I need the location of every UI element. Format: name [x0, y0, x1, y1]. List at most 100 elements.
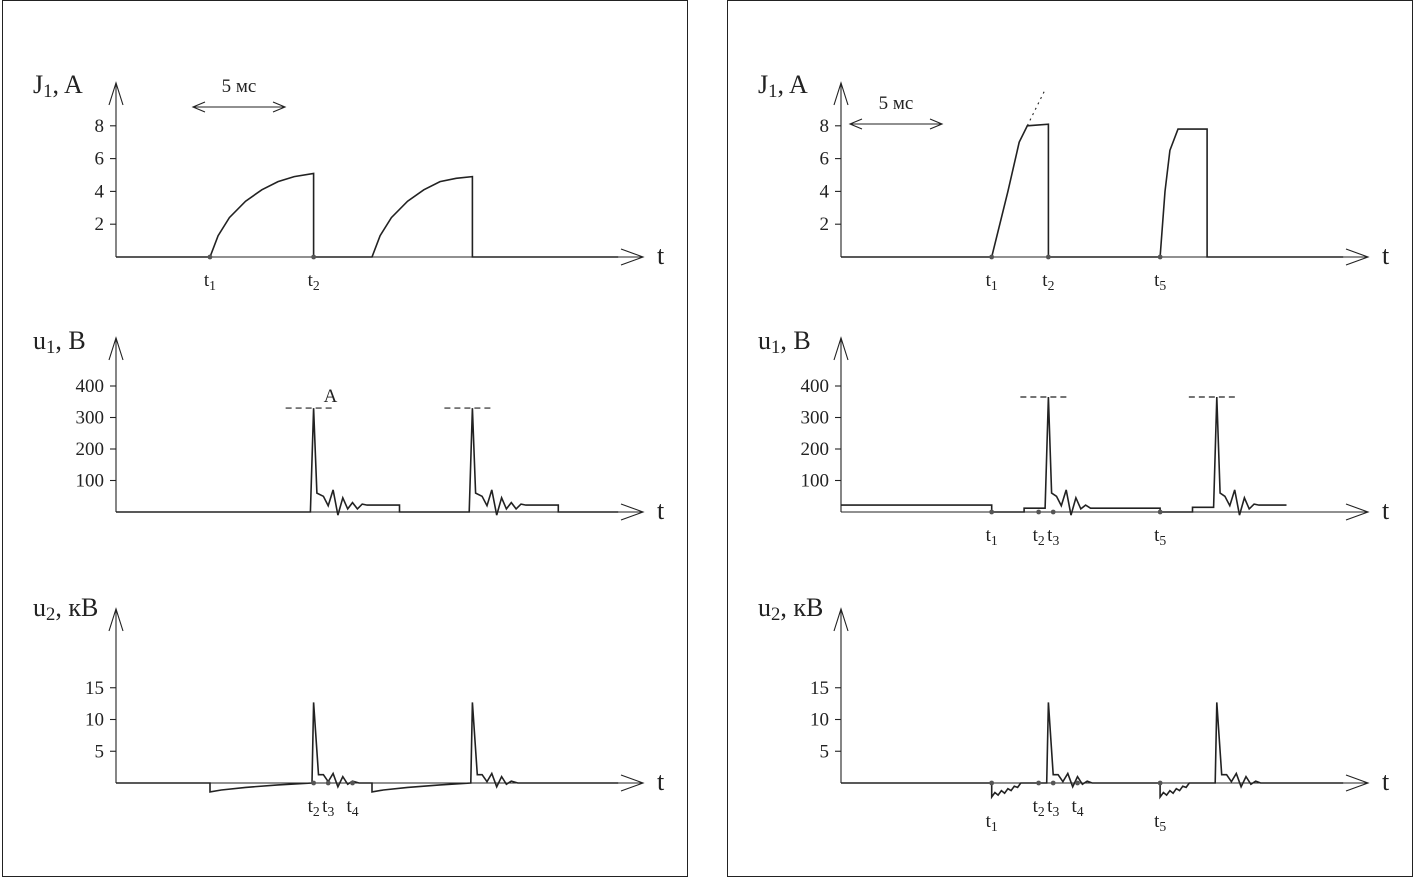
y-tick-label: 2 — [95, 214, 105, 235]
y-tick-label: 200 — [76, 439, 105, 460]
time-marker-label: t4 — [1071, 796, 1083, 819]
series-line — [116, 408, 619, 516]
scale-bar-label: 5 мс — [879, 93, 914, 114]
time-marker-label: t3 — [322, 796, 334, 819]
x-axis-arrow — [620, 774, 645, 792]
y-axis-arrow — [833, 607, 849, 632]
y-axis-arrow — [833, 81, 849, 106]
x-axis-title: t — [657, 241, 665, 270]
x-axis-arrow — [1345, 774, 1370, 792]
time-marker-dot — [1036, 780, 1042, 786]
y-tick-label: 15 — [810, 678, 829, 699]
y-axis-title: u2, кВ — [33, 593, 98, 625]
y-tick-label: 5 — [820, 741, 830, 762]
x-axis-title: t — [1382, 241, 1390, 270]
y-tick-label: 300 — [76, 408, 105, 429]
time-marker-dot — [989, 509, 995, 515]
time-marker-dot — [311, 780, 317, 786]
x-axis-title: t — [657, 496, 665, 525]
y-tick-label: 8 — [95, 116, 105, 137]
time-marker-label: t3 — [1047, 796, 1059, 819]
time-marker-label: t2 — [1033, 796, 1045, 819]
subplot-1: u1, B t 100 200 300 400 t1 t2 t3 t5 — [758, 326, 1390, 548]
time-marker-dot — [1075, 780, 1080, 786]
subplot-1: u1, B t 100 200 300 400 A — [33, 326, 665, 525]
time-marker-dot — [311, 254, 317, 260]
y-axis-arrow — [108, 336, 124, 361]
y-axis-arrow — [108, 607, 124, 632]
time-marker-label: t1 — [986, 811, 998, 834]
time-marker-label: t2 — [308, 270, 320, 293]
x-axis-arrow — [620, 248, 645, 266]
scale-bar-arrow-left — [848, 118, 863, 130]
time-marker-label: t2 — [1042, 270, 1054, 293]
series-extrapolation — [1026, 89, 1046, 127]
subplot-2: u2, кВ t 5 10 15 t2 t3 t4 — [33, 593, 665, 819]
time-marker-label: t2 — [1033, 525, 1045, 548]
time-marker-dot — [1036, 509, 1042, 515]
y-axis-title: u1, B — [758, 326, 811, 358]
time-marker-dot — [989, 254, 995, 260]
y-axis-title: J1, A — [33, 70, 83, 102]
time-marker-dot — [1045, 254, 1051, 260]
time-marker-dot — [1157, 254, 1163, 260]
y-tick-label: 6 — [95, 149, 105, 170]
x-axis-arrow — [620, 503, 645, 521]
time-marker-label: t2 — [308, 796, 320, 819]
y-tick-label: 100 — [801, 471, 830, 492]
y-tick-label: 10 — [85, 710, 104, 731]
time-marker-dot — [1157, 780, 1163, 786]
y-tick-label: 4 — [820, 181, 830, 202]
scale-bar-arrow-left — [191, 101, 206, 113]
scale-bar-arrow-right — [272, 101, 287, 113]
time-marker-dot — [1050, 780, 1056, 786]
y-tick-label: 2 — [820, 214, 830, 235]
y-tick-label: 400 — [801, 376, 830, 397]
time-marker-label: t5 — [1154, 270, 1166, 293]
time-marker-label: t1 — [204, 270, 216, 293]
time-marker-dot — [1050, 509, 1056, 515]
series-line — [116, 172, 619, 258]
y-axis-title: u1, B — [33, 326, 86, 358]
y-tick-label: 8 — [820, 116, 830, 137]
y-axis-arrow — [833, 336, 849, 361]
time-marker-label: t1 — [986, 525, 998, 548]
series-line — [116, 702, 619, 793]
y-tick-label: 6 — [820, 149, 830, 170]
time-marker-dot — [350, 780, 355, 786]
x-axis-arrow — [1345, 503, 1370, 521]
y-tick-label: 200 — [801, 439, 830, 460]
time-marker-label: t1 — [986, 270, 998, 293]
y-tick-label: 400 — [76, 376, 105, 397]
y-tick-label: 15 — [85, 678, 104, 699]
scale-bar-arrow-right — [929, 118, 944, 130]
series-line — [841, 702, 1344, 800]
time-marker-label: t3 — [1047, 525, 1059, 548]
time-marker-dot — [989, 780, 995, 786]
x-axis-arrow — [1345, 248, 1370, 266]
y-axis-title: u2, кВ — [758, 593, 823, 625]
time-marker-dot — [325, 780, 331, 786]
y-tick-label: 4 — [95, 181, 105, 202]
x-axis-title: t — [1382, 767, 1390, 796]
y-axis-title: J1, A — [758, 70, 808, 102]
series-line — [841, 396, 1287, 516]
y-tick-label: 100 — [76, 471, 105, 492]
y-axis-arrow — [108, 81, 124, 106]
point-annotation: A — [324, 386, 338, 407]
time-marker-dot — [1157, 509, 1163, 515]
y-tick-label: 300 — [801, 408, 830, 429]
time-marker-label: t5 — [1154, 525, 1166, 548]
time-marker-dot — [207, 254, 213, 260]
time-marker-label: t4 — [346, 796, 358, 819]
y-tick-label: 10 — [810, 710, 829, 731]
scale-bar-label: 5 мс — [222, 76, 257, 97]
time-marker-label: t5 — [1154, 811, 1166, 834]
